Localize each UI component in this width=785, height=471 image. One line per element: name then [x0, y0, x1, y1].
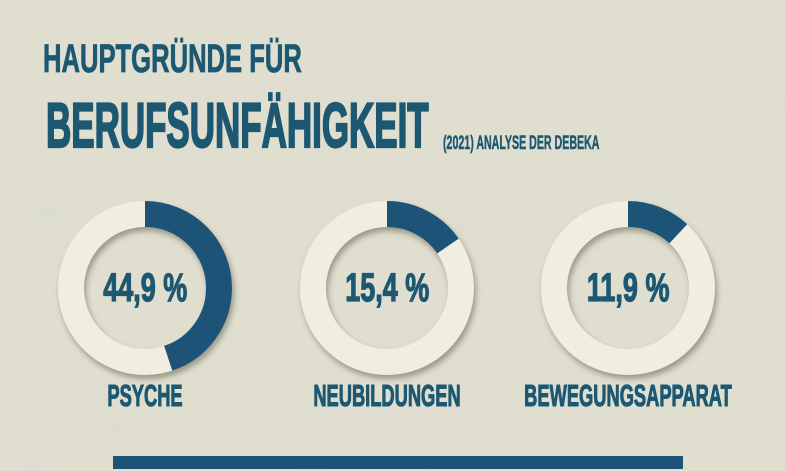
donut-arc [300, 201, 474, 375]
title-line1: HAUPTGRÜNDE FÜR [43, 37, 447, 81]
percent-value-text: 44,9 % [102, 266, 188, 310]
percent-value: 44,9 % [53, 196, 237, 380]
category-label-text: NEUBILDUNGEN [313, 378, 461, 413]
donut-arc [58, 201, 232, 375]
title-line2-text: BERUFSUNFÄHIGKEIT [45, 91, 429, 161]
category-label: NEUBILDUNGEN [262, 378, 512, 413]
percent-value-text: 11,9 % [586, 266, 670, 310]
footer-bar [113, 456, 683, 469]
category-label: PSYCHE [81, 378, 208, 413]
category-label-text: PSYCHE [107, 378, 183, 413]
donut-chart-psyche: 44,9 % PSYCHE [53, 196, 237, 412]
percent-value-text: 15,4 % [344, 266, 430, 310]
title-line1-text: HAUPTGRÜNDE FÜR [43, 37, 302, 81]
title-line2: BERUFSUNFÄHIGKEIT [45, 91, 736, 161]
percent-value: 11,9 % [536, 196, 720, 380]
donut-ring [541, 201, 715, 375]
donut-chart-neubildungen: 15,4 % NEUBILDUNGEN [295, 196, 479, 412]
donut-ring [300, 201, 474, 375]
donut-chart-bewegungsapparat: 11,9 % BEWEGUNGSAPPARAT [524, 196, 732, 412]
percent-value: 15,4 % [295, 196, 479, 380]
category-label-text: BEWEGUNGSAPPARAT [524, 378, 732, 413]
category-label: BEWEGUNGSAPPARAT [452, 378, 785, 413]
donut-ring [58, 201, 232, 375]
subtitle-text: (2021) ANALYSE DER DEBEKA [443, 133, 600, 154]
subtitle: (2021) ANALYSE DER DEBEKA [443, 133, 722, 154]
donut-arc [541, 201, 715, 375]
